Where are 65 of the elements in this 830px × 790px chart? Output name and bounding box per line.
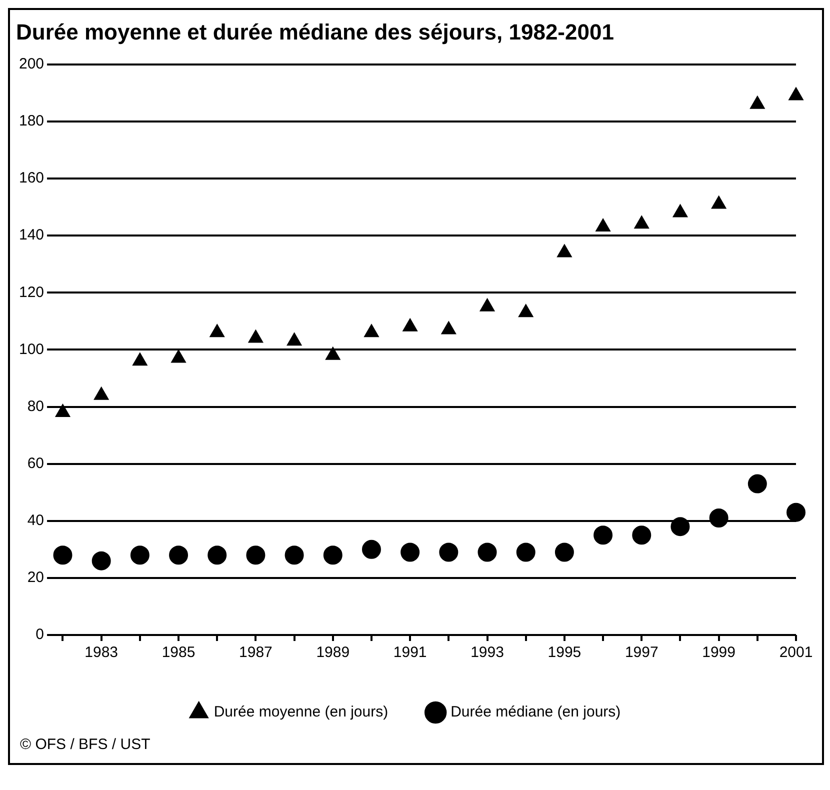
- point: [670, 517, 690, 536]
- point: [596, 218, 610, 232]
- point: [518, 304, 534, 318]
- point: [557, 244, 572, 258]
- y-tick-label: 0: [36, 626, 44, 644]
- x-tick-label: 2001: [779, 644, 813, 662]
- point: [748, 474, 767, 494]
- point: [672, 204, 688, 218]
- point: [554, 542, 574, 562]
- y-tick-label: 60: [27, 454, 44, 472]
- y-tick-label: 20: [27, 569, 44, 586]
- x-tick-label: 1995: [548, 644, 582, 662]
- point: [402, 318, 418, 332]
- point: [786, 502, 806, 522]
- x-tick-label: 1997: [624, 644, 658, 662]
- legend-label: Durée médiane (en jours): [450, 704, 621, 721]
- point: [92, 551, 111, 570]
- point: [171, 350, 186, 363]
- x-tick-label: 1999: [702, 644, 736, 662]
- x-tick-label: 1987: [239, 644, 272, 662]
- point: [246, 546, 266, 565]
- y-tick-label: 140: [18, 226, 44, 244]
- point: [516, 542, 536, 562]
- point: [709, 508, 728, 528]
- x-tick-label: 1985: [162, 644, 196, 662]
- point: [94, 386, 109, 400]
- point: [364, 324, 379, 338]
- point: [400, 542, 420, 562]
- point: [362, 540, 381, 559]
- y-tick-label: 40: [27, 512, 44, 530]
- point: [480, 298, 495, 312]
- y-tick-label: 160: [18, 170, 44, 187]
- point: [634, 216, 650, 229]
- point: [169, 546, 188, 565]
- point: [210, 324, 225, 338]
- text: © OFS / BFS / UST: [19, 735, 152, 755]
- x-tick-label: 1983: [84, 644, 118, 662]
- chart-title: Durée moyenne et durée médiane des séjours, 1982-2001: [16, 19, 614, 44]
- point: [441, 321, 456, 334]
- point: [208, 546, 227, 565]
- x-tick-label: 1989: [316, 644, 350, 662]
- point: [594, 526, 613, 545]
- point: [750, 96, 765, 109]
- point: [53, 546, 72, 565]
- point: [286, 332, 302, 346]
- point: [439, 542, 458, 562]
- x-tick-label: 1991: [393, 644, 427, 662]
- point: [248, 330, 264, 343]
- point: [478, 542, 497, 562]
- y-tick-label: 100: [18, 340, 44, 358]
- point: [632, 526, 652, 545]
- y-tick-label: 120: [18, 284, 44, 301]
- point: [132, 352, 148, 366]
- point: [325, 346, 340, 360]
- point: [788, 87, 804, 100]
- y-tick-label: 200: [18, 56, 44, 73]
- x-tick-label: 1993: [470, 644, 504, 662]
- y-tick-label: 180: [18, 112, 44, 130]
- point: [55, 404, 70, 417]
- point: [323, 546, 342, 565]
- legend-label: Durée moyenne (en jours): [214, 704, 388, 721]
- point: [284, 546, 304, 565]
- point: [130, 546, 150, 565]
- point: [711, 196, 726, 209]
- y-tick-label: 80: [27, 398, 44, 415]
